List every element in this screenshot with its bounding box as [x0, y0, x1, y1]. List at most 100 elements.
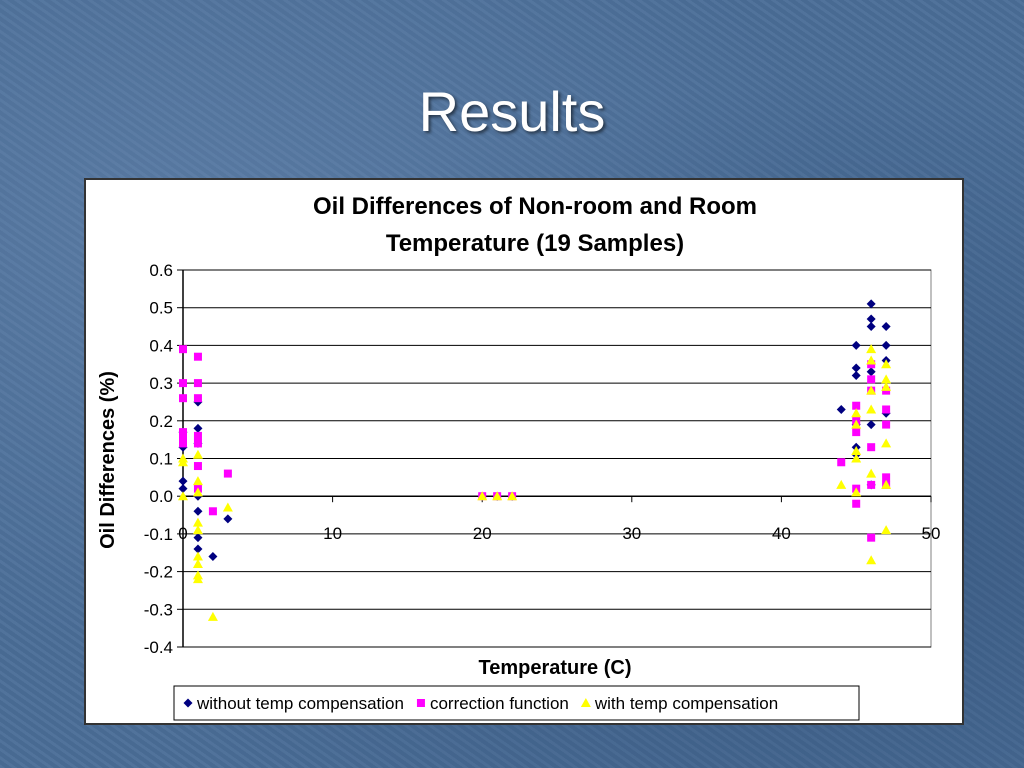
data-point-triangle	[192, 487, 203, 497]
data-point-square	[193, 462, 202, 471]
data-point-square	[837, 458, 846, 467]
data-point-square	[193, 431, 202, 440]
chart-frame: Oil Differences of Non-room and Room Tem…	[84, 178, 964, 725]
data-point-triangle	[192, 551, 203, 561]
legend-label-1: without temp compensation	[196, 694, 404, 713]
data-point-diamond	[866, 367, 876, 377]
y-axis-label: Oil Differences (%)	[97, 371, 119, 549]
data-point-triangle	[866, 385, 877, 395]
data-point-triangle	[492, 491, 503, 501]
legend-marker-diamond	[183, 698, 193, 708]
y-tick-label: 0.0	[149, 487, 173, 506]
y-tick-label: 0.3	[149, 374, 173, 393]
x-tick-label: 20	[473, 524, 492, 543]
series-2	[179, 345, 891, 542]
data-point-square	[882, 473, 891, 482]
data-point-triangle	[866, 344, 877, 354]
data-point-diamond	[178, 484, 188, 494]
data-point-diamond	[223, 514, 233, 524]
data-point-diamond	[193, 506, 203, 516]
legend-label-2: correction function	[430, 694, 569, 713]
data-point-diamond	[866, 299, 876, 309]
series-1	[178, 299, 891, 562]
data-point-triangle	[851, 445, 862, 455]
data-point-triangle	[192, 449, 203, 459]
data-point-diamond	[881, 322, 891, 332]
data-points	[178, 299, 892, 621]
legend-box	[173, 685, 860, 721]
data-point-square	[179, 439, 187, 448]
data-point-triangle	[507, 491, 518, 501]
series-3	[178, 344, 892, 621]
data-point-square	[882, 405, 891, 414]
y-tick-label: -0.4	[144, 638, 173, 657]
data-point-diamond	[193, 533, 203, 543]
y-tick-label: 0.4	[149, 336, 173, 355]
y-tick-label: -0.1	[144, 525, 173, 544]
data-point-square	[193, 379, 202, 388]
data-point-diamond	[866, 420, 876, 430]
data-point-diamond	[866, 314, 876, 324]
data-point-diamond	[851, 340, 861, 350]
y-tick-label: -0.3	[144, 600, 173, 619]
data-point-triangle	[192, 559, 203, 569]
data-point-diamond	[851, 363, 861, 373]
data-point-square	[867, 480, 876, 489]
data-point-triangle	[881, 359, 892, 369]
chart-svg: Oil Differences of Non-room and Room Tem…	[97, 193, 941, 721]
data-point-diamond	[866, 322, 876, 332]
data-point-diamond	[881, 340, 891, 350]
data-point-square	[208, 507, 217, 516]
tick-labels: -0.4 -0.3 -0.2 -0.1 0.0 0.1 0.2 0.3 0.4 0.5 0.6 0 10…	[144, 261, 941, 657]
y-tick-label: 0.2	[149, 412, 173, 431]
legend-marker-square	[416, 699, 425, 707]
data-point-triangle	[851, 408, 862, 418]
x-tick-label: 0	[178, 524, 187, 543]
data-point-diamond	[851, 371, 861, 381]
data-point-triangle	[851, 487, 862, 497]
data-point-triangle	[866, 404, 877, 414]
data-point-diamond	[836, 404, 846, 414]
x-tick-label: 50	[922, 524, 941, 543]
data-point-square	[179, 431, 187, 440]
data-point-diamond	[208, 552, 218, 562]
y-tick-label: -0.2	[144, 563, 173, 582]
legend-label-3: with temp compensation	[594, 694, 778, 713]
slide-title: Results	[418, 80, 606, 143]
data-point-square	[852, 401, 861, 410]
data-point-square	[867, 375, 876, 384]
grid-layer	[182, 269, 932, 648]
x-tick-label: 30	[622, 524, 641, 543]
data-point-triangle	[222, 502, 233, 512]
y-tick-label: 0.5	[149, 299, 173, 318]
legend: without temp compensation correction func…	[173, 685, 860, 721]
data-point-triangle	[881, 374, 892, 384]
data-point-triangle	[192, 574, 203, 584]
data-point-square	[179, 345, 187, 354]
data-point-triangle	[207, 611, 218, 621]
data-point-triangle	[178, 457, 188, 467]
data-point-square	[867, 533, 876, 542]
data-point-square	[852, 428, 861, 437]
data-point-triangle	[866, 555, 877, 565]
data-point-diamond	[193, 544, 203, 554]
data-point-triangle	[851, 453, 862, 463]
data-point-square	[852, 499, 861, 508]
data-point-triangle	[881, 525, 892, 535]
data-point-triangle	[881, 381, 892, 391]
x-tick-label: 10	[323, 524, 342, 543]
chart-title-line-2: Temperature (19 Samples)	[386, 230, 684, 257]
data-point-square	[179, 394, 187, 403]
data-point-diamond	[178, 476, 188, 486]
data-point-triangle	[178, 491, 188, 501]
data-point-triangle	[192, 517, 203, 527]
chart-title-line-1: Oil Differences of Non-room and Room	[313, 193, 757, 220]
data-point-triangle	[881, 479, 892, 489]
x-tick-label: 40	[772, 524, 791, 543]
data-point-diamond	[193, 423, 203, 433]
data-point-triangle	[851, 419, 862, 429]
data-point-triangle	[836, 479, 847, 489]
data-point-square	[193, 439, 202, 448]
data-point-square	[223, 469, 232, 478]
data-point-triangle	[477, 491, 488, 501]
